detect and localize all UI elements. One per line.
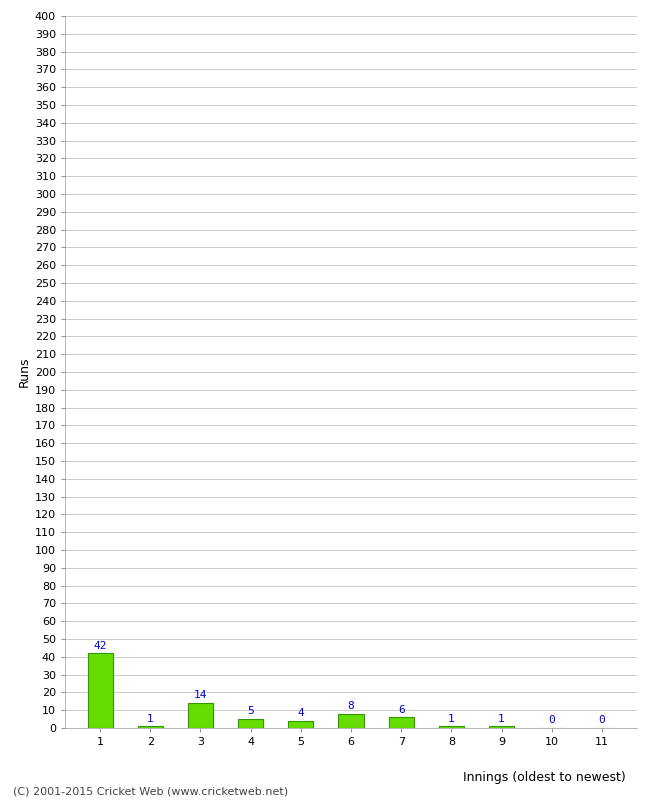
Bar xyxy=(489,726,514,728)
Text: 8: 8 xyxy=(348,701,354,711)
Text: 14: 14 xyxy=(194,690,207,701)
Bar xyxy=(138,726,163,728)
Bar xyxy=(188,703,213,728)
Bar xyxy=(88,654,112,728)
Text: 42: 42 xyxy=(94,641,107,650)
Text: (C) 2001-2015 Cricket Web (www.cricketweb.net): (C) 2001-2015 Cricket Web (www.cricketwe… xyxy=(13,786,288,796)
Y-axis label: Runs: Runs xyxy=(18,357,31,387)
Text: 1: 1 xyxy=(498,714,505,723)
Text: 6: 6 xyxy=(398,705,404,714)
Text: 1: 1 xyxy=(147,714,153,723)
Text: 1: 1 xyxy=(448,714,455,723)
Bar xyxy=(439,726,464,728)
Bar xyxy=(389,718,413,728)
Text: 5: 5 xyxy=(247,706,254,717)
X-axis label: Innings (oldest to newest): Innings (oldest to newest) xyxy=(463,770,625,784)
Bar xyxy=(289,721,313,728)
Bar xyxy=(238,719,263,728)
Bar xyxy=(339,714,363,728)
Text: 0: 0 xyxy=(549,715,555,726)
Text: 4: 4 xyxy=(298,708,304,718)
Text: 0: 0 xyxy=(599,715,605,726)
